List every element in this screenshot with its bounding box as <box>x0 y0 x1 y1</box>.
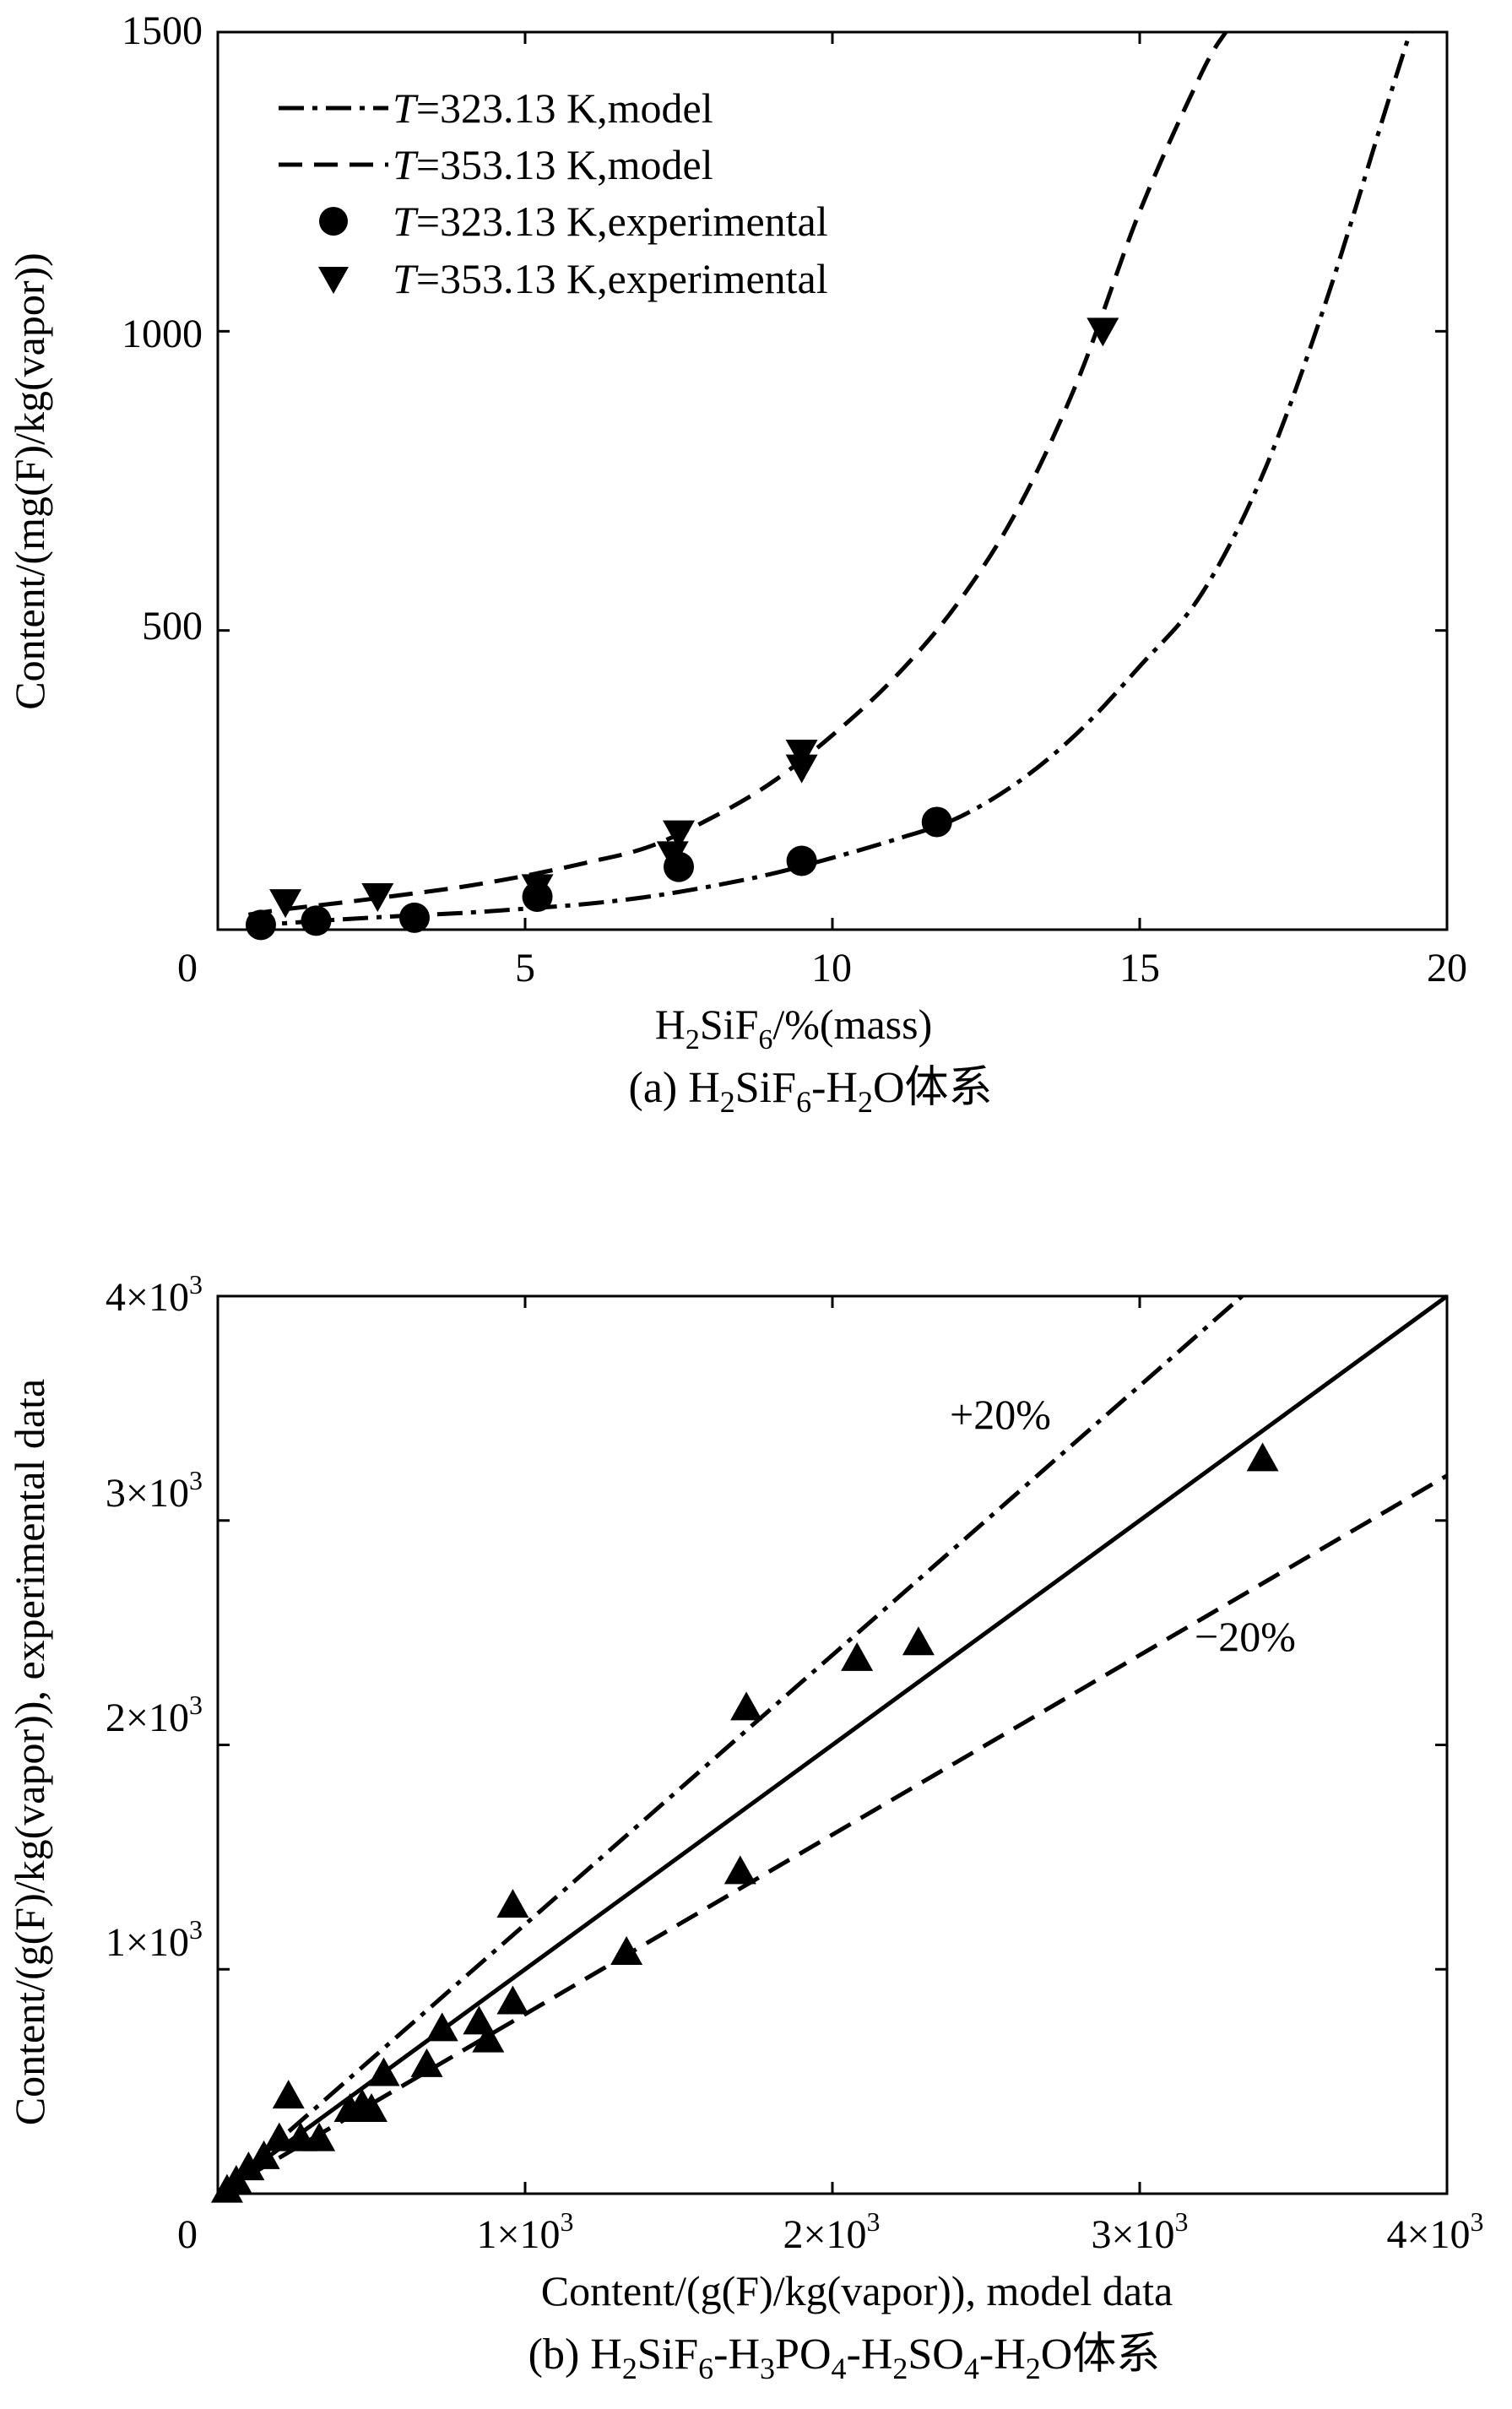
data-point-triangle-up <box>425 2012 458 2042</box>
legend-marker-triangle-down <box>318 267 349 294</box>
chart-a-tick-labels: 0 5 10 15 20 500 1000 1500 <box>122 8 1467 990</box>
chart-b-ticks <box>218 1294 1449 2194</box>
legend-marker-circle <box>319 207 348 236</box>
chart-a-xtick-label: 0 <box>177 946 198 990</box>
chart-a-ticks <box>216 30 1449 930</box>
legend-entry-2: T=353.13 K,model <box>393 141 713 188</box>
chart-a-ytick-label: 1000 <box>122 312 203 356</box>
chart-a-y-axis-label: Content/(mg(F)/kg(vapor)) <box>6 252 53 710</box>
data-point-triangle-up <box>247 2140 280 2169</box>
chart-b-caption: (b) H2SiF6-H3PO4-H2SO4-H2O体系 <box>528 2330 1161 2385</box>
data-point-triangle-up <box>355 2093 387 2123</box>
legend-entry-4: T=353.13 K,experimental <box>393 255 828 302</box>
series-line-dashdot <box>216 1294 1244 2195</box>
chart-b-series <box>210 1294 1449 2203</box>
chart-b-origin-label: 0 <box>177 2212 198 2257</box>
chart-b-ytick-label: 2×103 <box>106 1690 203 1740</box>
data-point-circle <box>301 905 332 936</box>
chart-b: 0 1×103 2×103 3×103 4×103 1×103 2×103 3×… <box>6 1269 1484 2385</box>
series-line-solid <box>216 1294 1449 2196</box>
data-point-circle <box>921 806 952 838</box>
chart-b-x-axis-label: Content/(g(F)/kg(vapor)), model data <box>541 2267 1173 2314</box>
data-point-triangle-down <box>1087 317 1119 347</box>
data-point-triangle-down <box>785 739 818 768</box>
data-point-triangle-up <box>496 1985 529 2015</box>
chart-b-xtick-label: 1×103 <box>476 2206 573 2257</box>
chart-b-ytick-label: 1×103 <box>106 1914 203 1965</box>
chart-a-ytick-label: 1500 <box>122 8 203 53</box>
annotation-minus-20: −20% <box>1195 1613 1296 1660</box>
data-point-triangle-down <box>269 889 302 919</box>
series-line-dashdot <box>248 31 1412 929</box>
chart-a-xtick-label: 5 <box>515 946 535 990</box>
chart-a-xtick-label: 15 <box>1119 946 1160 990</box>
data-point-triangle-up <box>496 1889 529 1918</box>
data-point-triangle-up <box>730 1691 763 1721</box>
chart-b-xtick-label: 2×103 <box>783 2206 880 2257</box>
data-point-triangle-down <box>361 883 394 913</box>
data-point-triangle-up <box>723 1855 756 1885</box>
chart-b-xtick-labels: 1×103 2×103 3×103 4×103 <box>476 2206 1483 2257</box>
chart-a-series <box>245 30 1412 941</box>
data-point-triangle-down <box>663 820 695 849</box>
chart-a-legend: T=323.13 K,model T=353.13 K,model T=323.… <box>279 84 828 302</box>
data-point-triangle-up <box>610 1935 643 1965</box>
data-point-triangle-up <box>263 2122 295 2151</box>
chart-b-xtick-label: 4×103 <box>1386 2206 1483 2257</box>
annotation-plus-20: +20% <box>950 1391 1051 1438</box>
data-point-triangle-up <box>367 2057 400 2086</box>
data-point-triangle-up <box>902 1626 935 1656</box>
chart-a-x-axis-label: H2SiF6/%(mass) <box>655 1001 932 1055</box>
data-point-triangle-up <box>472 2023 505 2053</box>
data-point-triangle-up <box>841 1641 874 1671</box>
chart-b-ytick-label: 4×103 <box>106 1269 203 1320</box>
legend-entry-1: T=323.13 K,model <box>393 84 713 132</box>
chart-b-xtick-label: 3×103 <box>1091 2206 1188 2257</box>
chart-a: 0 5 10 15 20 500 1000 1500 H2SiF6/%(mass… <box>6 8 1467 1119</box>
chart-b-ytick-label: 3×103 <box>106 1465 203 1516</box>
chart-a-ytick-label: 500 <box>142 604 203 648</box>
series-line-dashed <box>216 1473 1449 2196</box>
chart-b-ytick-labels: 1×103 2×103 3×103 4×103 <box>106 1269 203 1965</box>
data-point-triangle-up <box>303 2122 336 2151</box>
data-point-circle <box>786 845 817 876</box>
data-point-triangle-up <box>410 2048 443 2077</box>
chart-a-xtick-label: 10 <box>811 946 852 990</box>
data-point-circle <box>398 902 430 933</box>
data-point-triangle-up <box>232 2151 265 2181</box>
data-point-triangle-down <box>521 874 554 903</box>
chart-a-caption: (a) H2SiF6-H2O体系 <box>629 1064 993 1119</box>
data-point-circle <box>245 909 276 941</box>
data-point-triangle-up <box>272 2080 305 2109</box>
data-point-triangle-down <box>656 841 689 871</box>
legend-entry-3: T=323.13 K,experimental <box>393 198 828 245</box>
data-point-triangle-down <box>785 754 818 784</box>
chart-b-y-axis-label: Content/(g(F)/kg(vapor)), experimental d… <box>6 1379 53 2125</box>
chart-a-xtick-label: 20 <box>1427 946 1467 990</box>
data-point-triangle-up <box>1246 1442 1279 1472</box>
